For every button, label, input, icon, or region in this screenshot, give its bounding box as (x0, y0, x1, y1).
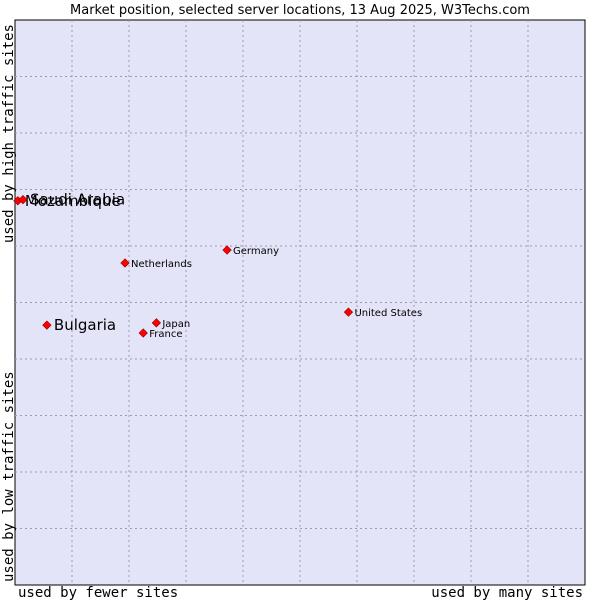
data-point: France (138, 328, 183, 340)
point-label: United States (354, 308, 422, 319)
point-label: Bulgaria (54, 316, 116, 334)
x-axis-label-left: used by fewer sites (18, 585, 178, 600)
grid (15, 20, 585, 585)
data-point: Saudi Arabia (18, 191, 125, 209)
point-marker (151, 318, 161, 328)
point-label: Saudi Arabia (30, 191, 125, 209)
data-point: Netherlands (120, 258, 192, 270)
data-point: Japan (151, 318, 190, 330)
data-point: Germany (222, 245, 279, 257)
y-axis-label-bottom: used by low traffic sites (1, 371, 17, 582)
y-axis-label-top: used by high traffic sites (1, 24, 17, 243)
point-label: Japan (161, 319, 190, 330)
data-point: United States (343, 307, 422, 319)
point-marker (120, 258, 130, 268)
chart-title: Market position, selected server locatio… (70, 3, 530, 18)
point-label: France (149, 329, 182, 340)
point-marker (18, 195, 28, 205)
point-marker (222, 245, 232, 255)
point-marker (42, 320, 52, 330)
point-label: Netherlands (131, 259, 192, 270)
point-label: Mozambique (25, 192, 121, 210)
point-label: Germany (233, 246, 279, 257)
point-marker (343, 307, 354, 317)
point-marker (138, 328, 148, 338)
x-axis-label-right: used by many sites (431, 585, 583, 600)
data-point: Bulgaria (42, 316, 116, 334)
